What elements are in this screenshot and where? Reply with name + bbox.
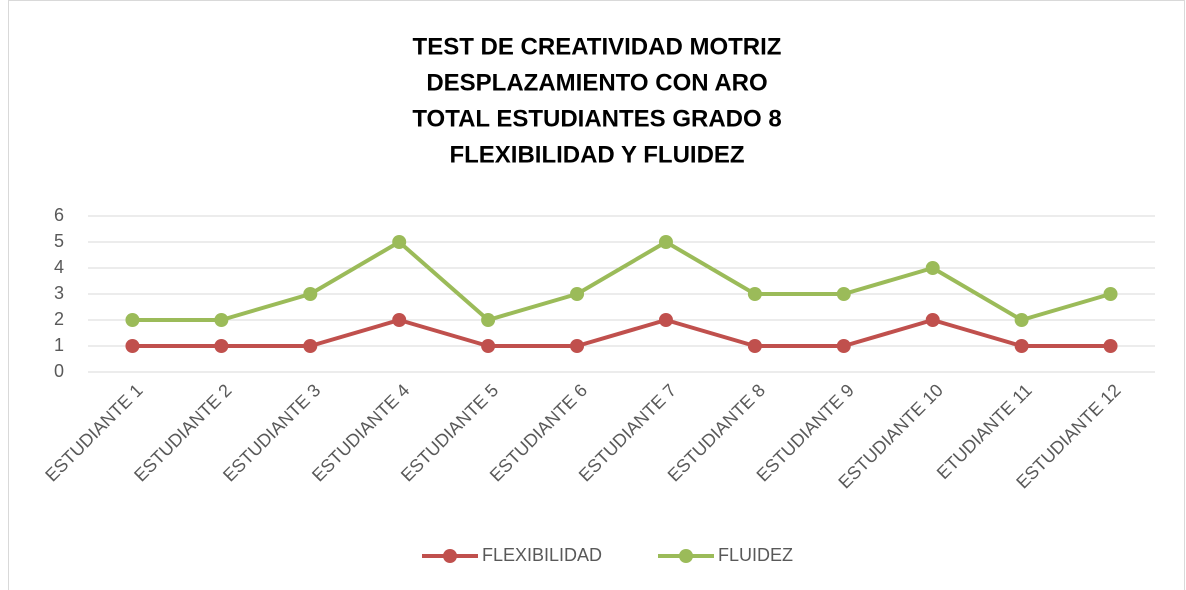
y-tick-label: 0 bbox=[54, 361, 64, 381]
data-point bbox=[1014, 339, 1029, 353]
data-point bbox=[392, 313, 407, 327]
data-point bbox=[836, 287, 851, 301]
chart-title: TEST DE CREATIVIDAD MOTRIZ bbox=[413, 33, 782, 60]
data-point bbox=[303, 339, 318, 353]
data-point bbox=[392, 235, 407, 249]
data-point bbox=[570, 287, 585, 301]
data-point bbox=[1103, 339, 1118, 353]
data-point bbox=[214, 313, 229, 327]
chart-title: DESPLAZAMIENTO CON ARO bbox=[426, 69, 767, 96]
chart-title: TOTAL ESTUDIANTES GRADO 8 bbox=[412, 105, 781, 132]
data-point bbox=[214, 339, 229, 353]
data-point bbox=[925, 261, 940, 275]
data-point bbox=[658, 313, 673, 327]
x-tick-label: ETUDIANTE 11 bbox=[933, 380, 1036, 483]
data-point bbox=[747, 339, 762, 353]
data-point bbox=[125, 339, 140, 353]
y-tick-label: 4 bbox=[54, 257, 64, 277]
data-point bbox=[481, 339, 496, 353]
data-point bbox=[481, 313, 496, 327]
data-point bbox=[125, 313, 140, 327]
legend-label: FLEXIBILIDAD bbox=[482, 545, 602, 565]
series-line bbox=[132, 240, 1112, 322]
data-point bbox=[836, 339, 851, 353]
y-tick-label: 5 bbox=[54, 231, 64, 251]
chart-title: FLEXIBILIDAD Y FLUIDEZ bbox=[449, 141, 744, 168]
legend-marker bbox=[443, 549, 457, 563]
legend-label: FLUIDEZ bbox=[718, 545, 793, 565]
data-point bbox=[303, 287, 318, 301]
y-tick-label: 6 bbox=[54, 205, 64, 225]
series-line bbox=[132, 318, 1111, 348]
legend-marker bbox=[679, 549, 693, 563]
data-point bbox=[747, 287, 762, 301]
data-point bbox=[925, 313, 940, 327]
data-point bbox=[658, 235, 673, 249]
data-point bbox=[570, 339, 585, 353]
chart-border bbox=[8, 0, 1185, 590]
data-point bbox=[1103, 287, 1118, 301]
y-tick-label: 2 bbox=[54, 309, 64, 329]
y-tick-label: 3 bbox=[54, 283, 64, 303]
y-tick-label: 1 bbox=[54, 335, 64, 355]
data-point bbox=[1014, 313, 1029, 327]
